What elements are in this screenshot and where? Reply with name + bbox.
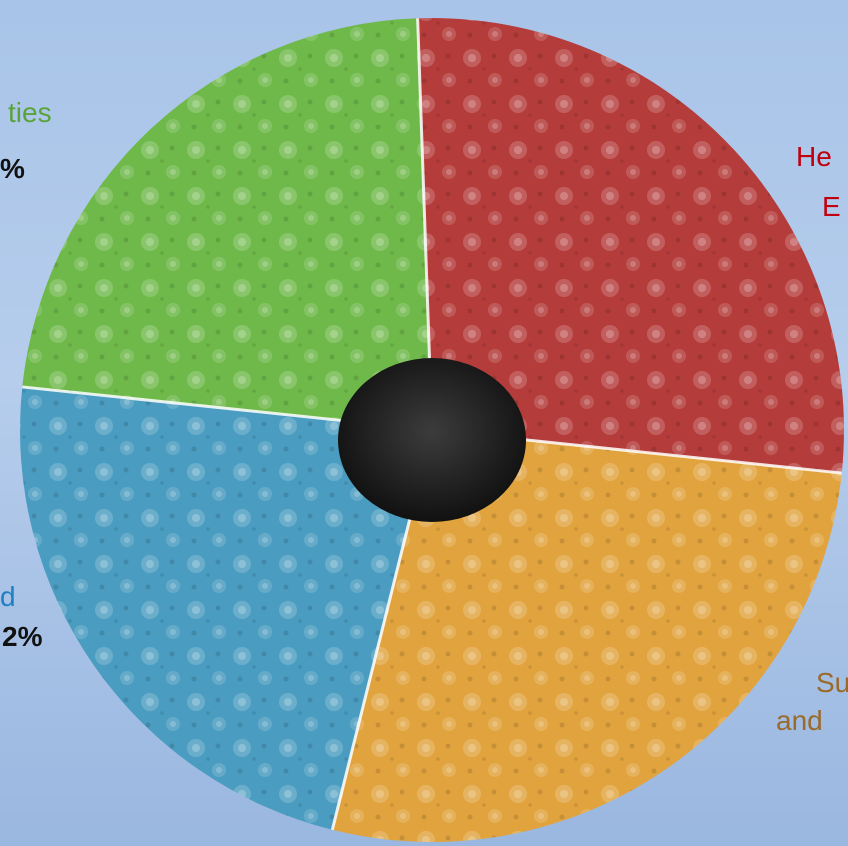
label-green-text: ties [8,97,52,128]
label-orange-line2: and [776,705,823,736]
label-blue-text: d [0,581,16,612]
label-red-line2: E [822,191,841,222]
label-orange-line1: Su [816,667,848,698]
label-red-line1: He [796,141,832,172]
label-green-percent: % [0,153,25,184]
donut-hole [338,358,526,522]
label-blue-percent: 2% [2,621,43,652]
